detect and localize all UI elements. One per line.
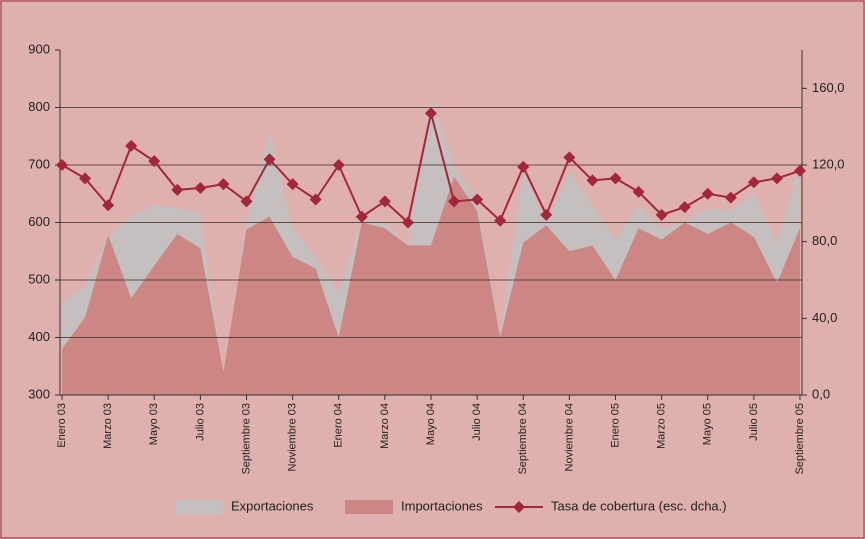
legend-swatch xyxy=(175,500,223,514)
marker xyxy=(125,139,138,152)
marker xyxy=(678,201,691,214)
y-tick-label: 300 xyxy=(28,386,50,401)
marker xyxy=(102,199,115,212)
y2-tick-label: 40,0 xyxy=(812,310,837,325)
marker xyxy=(286,178,299,191)
x-tick-label: Enero 05 xyxy=(609,403,621,448)
y-tick-label: 500 xyxy=(28,271,50,286)
y2-tick-label: 80,0 xyxy=(812,233,837,248)
area xyxy=(62,176,800,395)
y-tick-label: 900 xyxy=(28,41,50,56)
marker xyxy=(56,159,68,171)
marker xyxy=(747,176,760,189)
y2-tick-label: 0,0 xyxy=(812,386,830,401)
marker xyxy=(563,151,576,164)
x-tick-label: Noviembre 04 xyxy=(563,403,575,471)
marker xyxy=(586,174,599,187)
y2-tick-label: 120,0 xyxy=(812,156,845,171)
y2-tick-label: 160,0 xyxy=(812,80,845,95)
marker xyxy=(148,155,161,168)
marker xyxy=(770,172,783,185)
marker xyxy=(332,159,345,171)
marker xyxy=(517,160,530,173)
x-tick-label: Julio 04 xyxy=(471,403,483,441)
x-tick-label: Septiembre 05 xyxy=(794,403,806,475)
marker xyxy=(194,182,207,194)
legend-label: Exportaciones xyxy=(231,498,314,513)
marker xyxy=(724,191,737,204)
y-tick-label: 700 xyxy=(28,156,50,171)
marker xyxy=(240,195,253,208)
legend-label: Tasa de cobertura (esc. dcha.) xyxy=(551,498,727,513)
marker xyxy=(471,193,484,206)
legend-marker xyxy=(513,501,525,513)
x-tick-label: Septiembre 04 xyxy=(517,403,529,475)
marker xyxy=(794,164,806,177)
marker xyxy=(494,214,507,227)
x-tick-label: Enero 03 xyxy=(56,403,68,448)
marker xyxy=(355,210,368,223)
y-tick-label: 800 xyxy=(28,99,50,114)
marker xyxy=(655,208,668,221)
marker xyxy=(263,153,276,166)
marker xyxy=(632,185,645,198)
x-tick-label: Mayo 03 xyxy=(148,403,160,445)
legend-swatch xyxy=(345,500,393,514)
marker xyxy=(425,107,437,120)
marker xyxy=(378,195,391,208)
x-tick-label: Mayo 05 xyxy=(702,403,714,445)
x-tick-label: Septiembre 03 xyxy=(240,403,252,475)
marker xyxy=(309,193,322,206)
x-tick-label: Noviembre 03 xyxy=(287,403,299,471)
marker xyxy=(448,195,461,208)
x-tick-label: Marzo 05 xyxy=(656,403,668,449)
x-tick-label: Enero 04 xyxy=(333,403,345,448)
marker xyxy=(401,216,414,229)
y-tick-label: 400 xyxy=(28,329,50,344)
marker xyxy=(171,183,184,196)
marker xyxy=(540,208,553,221)
y-tick-label: 600 xyxy=(28,214,50,229)
x-tick-label: Julio 05 xyxy=(748,403,760,441)
x-tick-label: Marzo 04 xyxy=(379,403,391,449)
marker xyxy=(609,172,622,185)
marker xyxy=(217,178,230,191)
x-tick-label: Marzo 03 xyxy=(102,403,114,449)
marker xyxy=(701,187,714,200)
x-tick-label: Mayo 04 xyxy=(425,403,437,445)
x-tick-label: Julio 03 xyxy=(194,403,206,441)
legend-label: Importaciones xyxy=(401,498,483,513)
marker xyxy=(79,172,92,185)
